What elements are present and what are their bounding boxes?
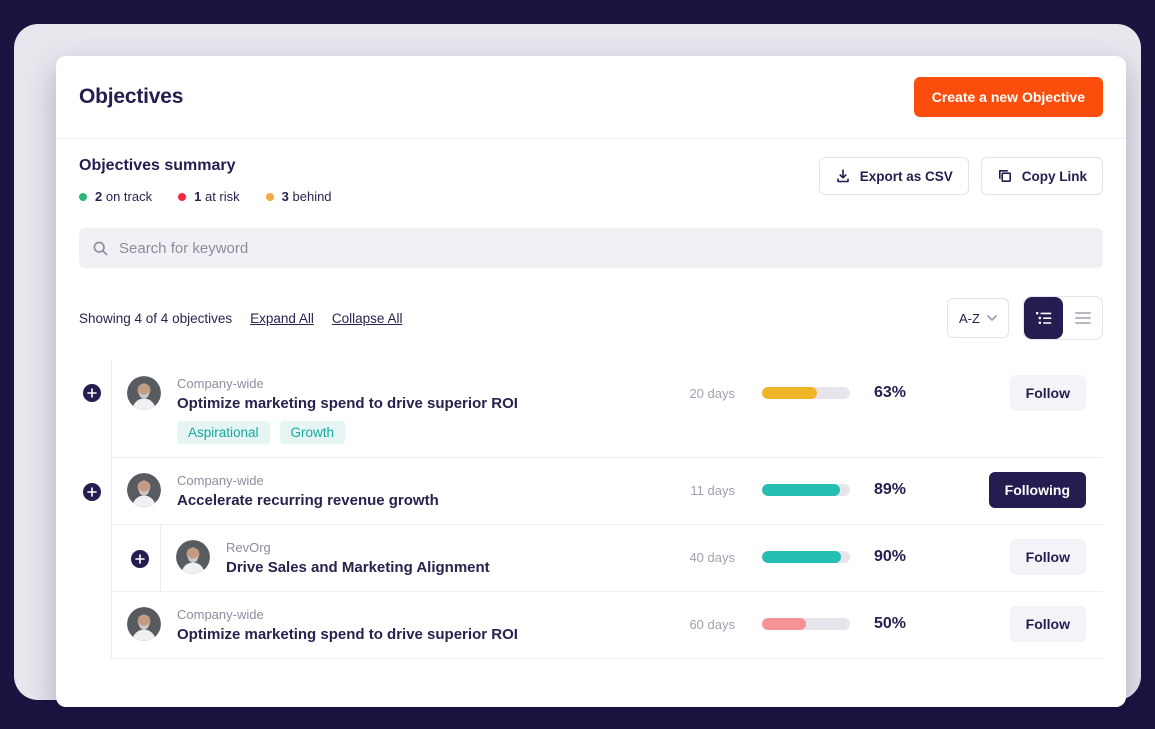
objective-metrics: 20 days 63% Follow: [663, 375, 1086, 411]
page-header: Objectives Create a new Objective: [56, 56, 1126, 139]
avatar: [127, 376, 161, 410]
tree-view-icon: [1035, 310, 1053, 326]
days-left: 40 days: [689, 549, 735, 565]
summary-actions: Export as CSV Copy Link: [818, 157, 1103, 195]
tree-view-button[interactable]: [1024, 297, 1063, 339]
tag-list: Aspirational Growth: [177, 421, 663, 444]
objective-row-content[interactable]: Company-wide Accelerate recurring revenu…: [112, 458, 1103, 524]
avatar: [127, 473, 161, 507]
progress-bar: [762, 484, 850, 496]
objective-row: Company-wide Accelerate recurring revenu…: [83, 458, 1103, 525]
objective-metrics: 40 days 90% Follow: [663, 539, 1086, 575]
chevron-down-icon: [987, 315, 997, 322]
create-objective-button[interactable]: Create a new Objective: [913, 77, 1103, 117]
at-risk-dot-icon: [178, 192, 187, 201]
avatar: [127, 607, 161, 641]
objective-metrics: 11 days 89% Following: [663, 472, 1086, 508]
objective-title: Drive Sales and Marketing Alignment: [226, 559, 490, 576]
copy-icon: [997, 168, 1013, 184]
days-left: 11 days: [690, 482, 735, 498]
list-view-button[interactable]: [1063, 297, 1102, 339]
view-toggle: [1023, 296, 1103, 340]
progress-fill: [762, 551, 842, 563]
objective-row: Company-wide Optimize marketing spend to…: [83, 360, 1103, 458]
summary-left: Objectives summary 2 on track 1 at risk …: [79, 157, 332, 204]
legend-at-risk: 1 at risk: [178, 189, 240, 204]
expand-all-link[interactable]: Expand All: [250, 310, 314, 326]
expand-objective-button[interactable]: [83, 384, 101, 402]
objective-owner: Company-wide: [177, 607, 264, 622]
days-left: 20 days: [689, 385, 735, 401]
objective-title: Optimize marketing spend to drive superi…: [177, 395, 518, 412]
progress-percent: 89%: [874, 481, 907, 498]
objective-row-content[interactable]: Company-wide Optimize marketing spend to…: [112, 592, 1103, 658]
sort-dropdown[interactable]: A-Z: [947, 298, 1009, 338]
on-track-dot-icon: [79, 192, 87, 201]
progress-bar: [762, 551, 850, 563]
download-icon: [835, 168, 851, 184]
export-csv-button[interactable]: Export as CSV: [818, 157, 969, 195]
following-button[interactable]: Following: [988, 472, 1086, 508]
status-legend: 2 on track 1 at risk 3 behind: [79, 189, 332, 204]
objective-title: Accelerate recurring revenue growth: [177, 492, 439, 509]
objective-row-content[interactable]: RevOrg Drive Sales and Marketing Alignme…: [160, 525, 1103, 591]
follow-button[interactable]: Follow: [1009, 375, 1086, 411]
objective-info: Company-wide Optimize marketing spend to…: [177, 376, 663, 444]
progress-fill: [762, 387, 818, 399]
objective-info: Company-wide Optimize marketing spend to…: [177, 607, 663, 643]
progress-fill: [762, 618, 806, 630]
objective-owner: Company-wide: [177, 473, 264, 488]
objective-title: Optimize marketing spend to drive superi…: [177, 626, 518, 643]
tag-growth[interactable]: Growth: [279, 421, 346, 444]
follow-button[interactable]: Follow: [1009, 606, 1086, 642]
copy-link-button[interactable]: Copy Link: [980, 157, 1103, 195]
toolbar-right: A-Z: [947, 296, 1103, 340]
window-frame: Objectives Create a new Objective Object…: [14, 24, 1141, 707]
objective-owner: Company-wide: [177, 376, 264, 391]
legend-behind: 3 behind: [265, 189, 332, 204]
search-icon: [92, 240, 109, 257]
progress-percent: 50%: [874, 615, 907, 632]
days-left: 60 days: [689, 616, 735, 632]
list-view-icon: [1074, 311, 1092, 325]
expand-objective-button[interactable]: [131, 550, 149, 568]
search-input[interactable]: [119, 239, 1090, 257]
showing-count: Showing 4 of 4 objectives: [79, 310, 233, 326]
search-bar: [79, 228, 1103, 268]
progress-bar: [762, 387, 850, 399]
objective-row-content[interactable]: Company-wide Optimize marketing spend to…: [112, 360, 1103, 457]
tag-aspirational[interactable]: Aspirational: [177, 421, 270, 444]
objectives-summary: Objectives summary 2 on track 1 at risk …: [79, 139, 1103, 204]
legend-on-track: 2 on track: [79, 189, 152, 204]
progress-percent: 63%: [874, 384, 907, 401]
objective-row: Company-wide Optimize marketing spend to…: [112, 592, 1103, 659]
progress-fill: [762, 484, 841, 496]
avatar: [176, 540, 210, 574]
list-toolbar: Showing 4 of 4 objectives Expand All Col…: [79, 296, 1103, 340]
expand-objective-button[interactable]: [83, 483, 101, 501]
page-title: Objectives: [79, 85, 184, 108]
objective-owner: RevOrg: [226, 540, 271, 555]
follow-button[interactable]: Follow: [1009, 539, 1086, 575]
objective-info: Company-wide Accelerate recurring revenu…: [177, 473, 663, 509]
objectives-card: Objectives Create a new Objective Object…: [56, 56, 1126, 707]
objective-metrics: 60 days 50% Follow: [663, 606, 1086, 642]
objectives-list: Company-wide Optimize marketing spend to…: [83, 360, 1103, 659]
objective-row-nested: RevOrg Drive Sales and Marketing Alignme…: [112, 525, 1103, 592]
summary-heading: Objectives summary: [79, 157, 236, 174]
objective-info: RevOrg Drive Sales and Marketing Alignme…: [226, 540, 663, 576]
collapse-all-link[interactable]: Collapse All: [331, 310, 403, 326]
progress-bar: [762, 618, 850, 630]
behind-dot-icon: [265, 192, 274, 201]
progress-percent: 90%: [874, 548, 907, 565]
